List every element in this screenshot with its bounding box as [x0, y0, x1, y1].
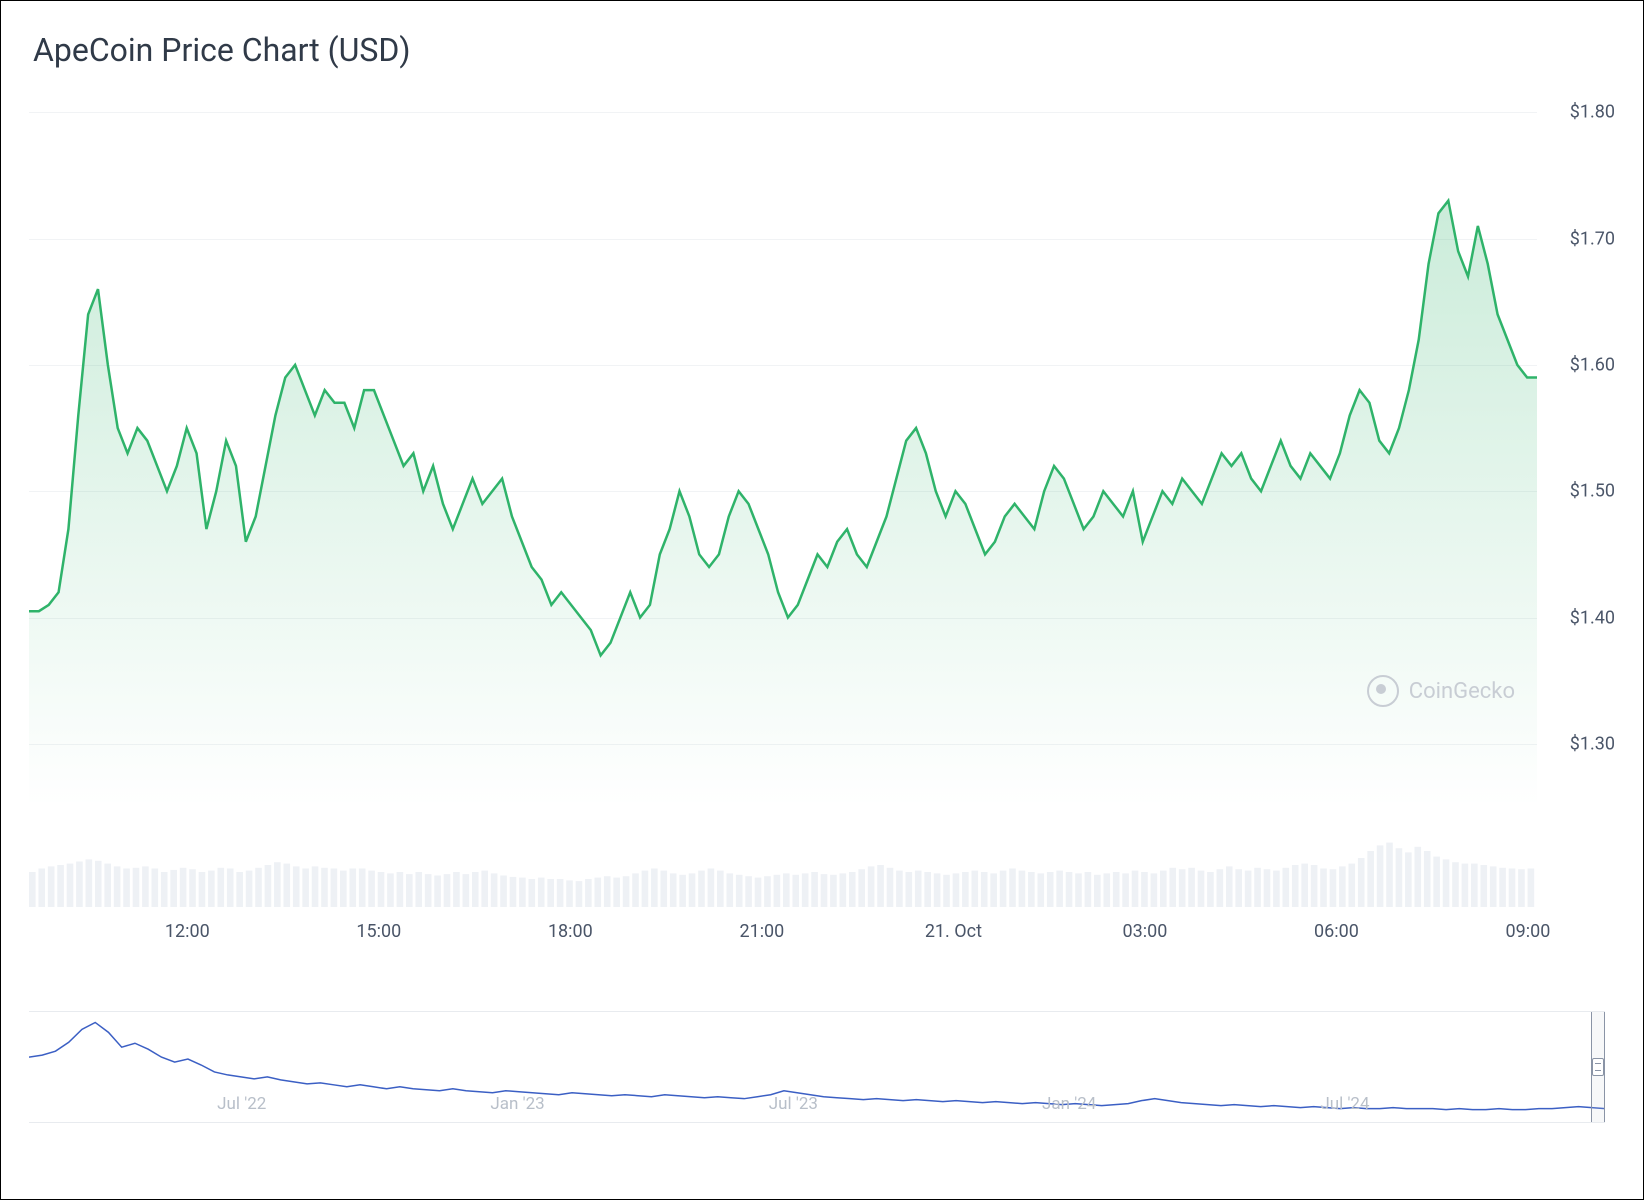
navigator-axis: Jul '22 Jan '23 Jul '23 Jan '24 Jul '24 — [29, 1094, 1605, 1114]
chart-frame: ApeCoin Price Chart (USD) $1.30 $1.40 $1.5… — [0, 0, 1644, 1200]
y-tick-label: $1.30 — [1570, 733, 1615, 754]
y-tick-label: $1.40 — [1570, 607, 1615, 628]
main-chart[interactable]: $1.30 $1.40 $1.50 $1.60 $1.70 $1.80 CoinGecko — [29, 87, 1615, 807]
volume-bars — [29, 837, 1537, 907]
watermark: CoinGecko — [1367, 675, 1515, 707]
navigator-handle[interactable] — [1591, 1012, 1605, 1122]
y-tick-label: $1.60 — [1570, 354, 1615, 375]
x-axis: 12:0015:0018:0021:0021. Oct03:0006:0009:… — [29, 921, 1537, 961]
watermark-text: CoinGecko — [1409, 679, 1515, 704]
y-tick-label: $1.70 — [1570, 228, 1615, 249]
x-tick-label: 15:00 — [356, 921, 401, 942]
volume-chart[interactable] — [29, 837, 1537, 907]
price-line — [29, 87, 1537, 807]
x-tick-label: 03:00 — [1122, 921, 1167, 942]
navigator-tick-label: Jan '24 — [1042, 1094, 1096, 1114]
navigator-tick-label: Jul '24 — [1320, 1094, 1369, 1114]
navigator-tick-label: Jul '23 — [769, 1094, 818, 1114]
y-axis: $1.30 $1.40 $1.50 $1.60 $1.70 $1.80 — [1545, 87, 1615, 807]
x-tick-label: 12:00 — [165, 921, 210, 942]
x-tick-label: 06:00 — [1314, 921, 1359, 942]
navigator[interactable]: Jul '22 Jan '23 Jul '23 Jan '24 Jul '24 — [29, 1011, 1605, 1123]
y-tick-label: $1.50 — [1570, 481, 1615, 502]
chart-title: ApeCoin Price Chart (USD) — [33, 31, 1615, 69]
x-tick-label: 09:00 — [1506, 921, 1551, 942]
y-tick-label: $1.80 — [1570, 102, 1615, 123]
x-tick-label: 21:00 — [739, 921, 784, 942]
navigator-tick-label: Jan '23 — [490, 1094, 544, 1114]
x-tick-label: 18:00 — [548, 921, 593, 942]
navigator-tick-label: Jul '22 — [217, 1094, 266, 1114]
x-tick-label: 21. Oct — [925, 921, 982, 942]
gecko-icon — [1367, 675, 1399, 707]
